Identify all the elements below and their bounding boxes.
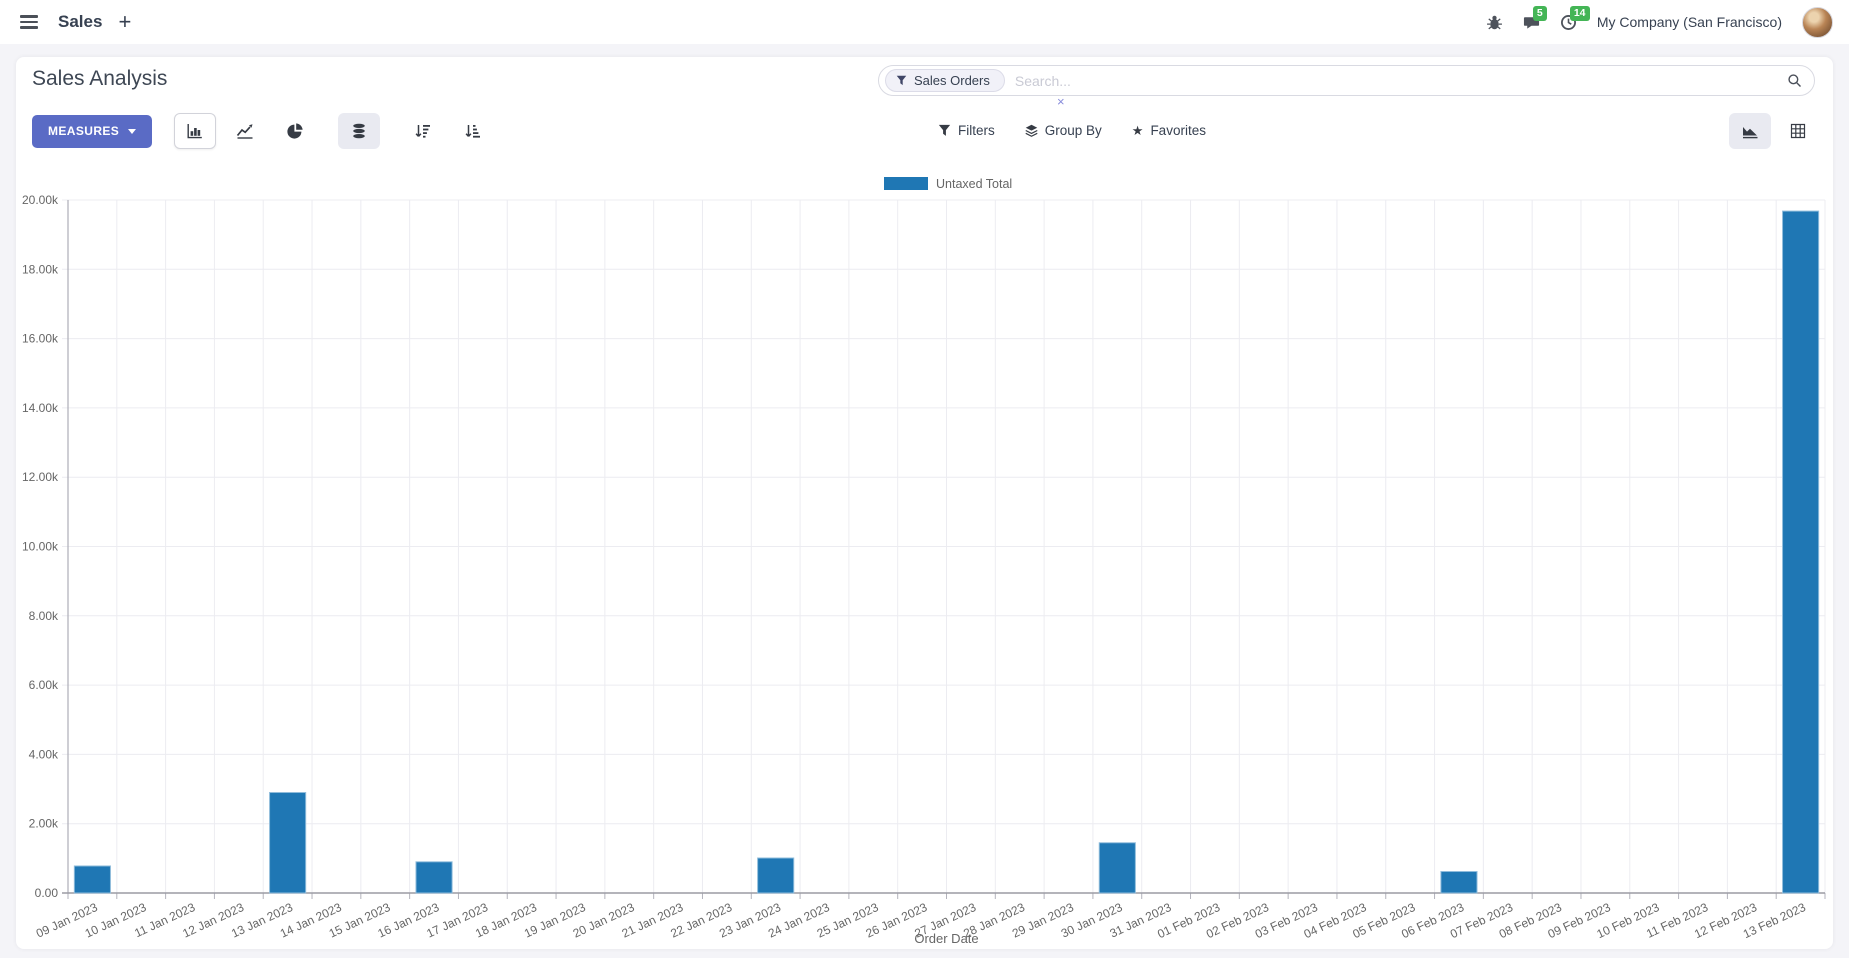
sales-analysis-panel: Sales Analysis Sales Orders × MEASURES <box>16 57 1833 949</box>
filters-button[interactable]: Filters <box>938 123 995 138</box>
measures-label: MEASURES <box>48 124 120 138</box>
app-menu-icon[interactable] <box>16 11 42 33</box>
pivot-view-button[interactable] <box>1777 113 1819 149</box>
graph-view-button[interactable] <box>1729 113 1771 149</box>
favorites-label: Favorites <box>1150 122 1206 138</box>
y-tick-label: 0.00 <box>35 886 59 900</box>
top-navbar: Sales + 5 14 My Company (San Francisco) <box>0 0 1849 44</box>
table-grid-icon <box>1790 123 1806 139</box>
sort-amount-asc-icon <box>465 125 481 138</box>
legend-swatch[interactable] <box>884 177 928 190</box>
activities-badge: 14 <box>1569 5 1590 22</box>
bar-chart-icon <box>187 124 203 139</box>
favorites-button[interactable]: ★ Favorites <box>1132 123 1206 138</box>
sort-ascending-button[interactable] <box>452 113 494 149</box>
funnel-icon <box>896 75 907 86</box>
database-icon <box>353 123 366 139</box>
y-tick-label: 12.00k <box>22 470 59 484</box>
group-by-label: Group By <box>1044 122 1102 138</box>
group-by-button[interactable]: Group By <box>1025 123 1102 138</box>
bug-icon <box>1486 15 1502 29</box>
company-switcher[interactable]: My Company (San Francisco) <box>1596 14 1782 30</box>
bar-16 Jan 2023[interactable] <box>415 861 453 894</box>
search-facet-sales-orders[interactable]: Sales Orders <box>885 69 1005 92</box>
y-tick-label: 10.00k <box>22 540 59 554</box>
bar-09 Jan 2023[interactable] <box>73 865 111 894</box>
activities-button[interactable]: 14 <box>1560 5 1590 31</box>
search-bar[interactable]: Sales Orders × <box>878 65 1815 108</box>
pie-chart-mode-button[interactable] <box>274 113 316 149</box>
stacked-toggle-button[interactable] <box>338 113 381 149</box>
y-tick-label: 20.00k <box>22 193 59 207</box>
sales-chart: 0.00 2.00k 4.00k 6.00k 8.00k 10.00k 12.00k 14.0… <box>22 177 1826 946</box>
funnel-icon <box>938 124 951 137</box>
app-name[interactable]: Sales <box>58 12 103 31</box>
chart-container: 0.00 2.00k 4.00k 6.00k 8.00k 10.00k 12.00k 14.0… <box>16 175 1833 955</box>
area-chart-icon <box>1743 127 1758 139</box>
search-input[interactable] <box>1012 71 1787 90</box>
control-panel-row-top: Sales Analysis Sales Orders × <box>16 65 1833 108</box>
page-title: Sales Analysis <box>32 67 168 90</box>
y-tick-label: 14.00k <box>22 401 59 415</box>
bar-30 Jan 2023[interactable] <box>1098 842 1136 894</box>
bar-chart-mode-button[interactable] <box>174 113 217 149</box>
measures-button[interactable]: MEASURES <box>32 114 153 148</box>
layers-icon <box>1025 124 1038 137</box>
y-tick-label: 6.00k <box>29 678 59 692</box>
bar-23 Jan 2023[interactable] <box>757 857 795 894</box>
line-chart-mode-button[interactable] <box>224 113 266 149</box>
bar-06 Feb 2023[interactable] <box>1440 871 1478 894</box>
magnifier-icon[interactable] <box>1787 73 1802 88</box>
messages-badge: 5 <box>1532 5 1547 22</box>
y-tick-label: 8.00k <box>29 609 59 623</box>
line-chart-icon <box>237 124 253 139</box>
filters-label: Filters <box>958 122 995 138</box>
x-axis-title: Order Date <box>914 931 978 946</box>
legend-label[interactable]: Untaxed Total <box>936 177 1012 191</box>
clock-icon <box>1560 14 1576 30</box>
facet-remove-icon[interactable]: × <box>1057 94 1065 109</box>
y-tick-label: 18.00k <box>22 262 59 276</box>
bar-13 Feb 2023[interactable] <box>1782 210 1820 894</box>
bar-13 Jan 2023[interactable] <box>269 792 307 894</box>
sort-amount-desc-icon <box>415 125 431 138</box>
messages-button[interactable]: 5 <box>1523 5 1547 31</box>
y-tick-label: 4.00k <box>29 747 59 761</box>
y-tick-label: 16.00k <box>22 332 59 346</box>
control-panel-row-bottom: MEASURES <box>16 113 1833 149</box>
facet-label: Sales Orders <box>914 73 990 88</box>
y-tick-label: 2.00k <box>29 817 59 831</box>
debug-bug-icon[interactable] <box>1486 14 1503 31</box>
pie-chart-icon <box>287 123 303 139</box>
sort-descending-button[interactable] <box>402 113 444 149</box>
caret-down-icon <box>128 128 137 134</box>
new-tab-button[interactable]: + <box>118 9 132 34</box>
star-icon: ★ <box>1131 122 1144 138</box>
user-avatar[interactable] <box>1802 6 1833 38</box>
